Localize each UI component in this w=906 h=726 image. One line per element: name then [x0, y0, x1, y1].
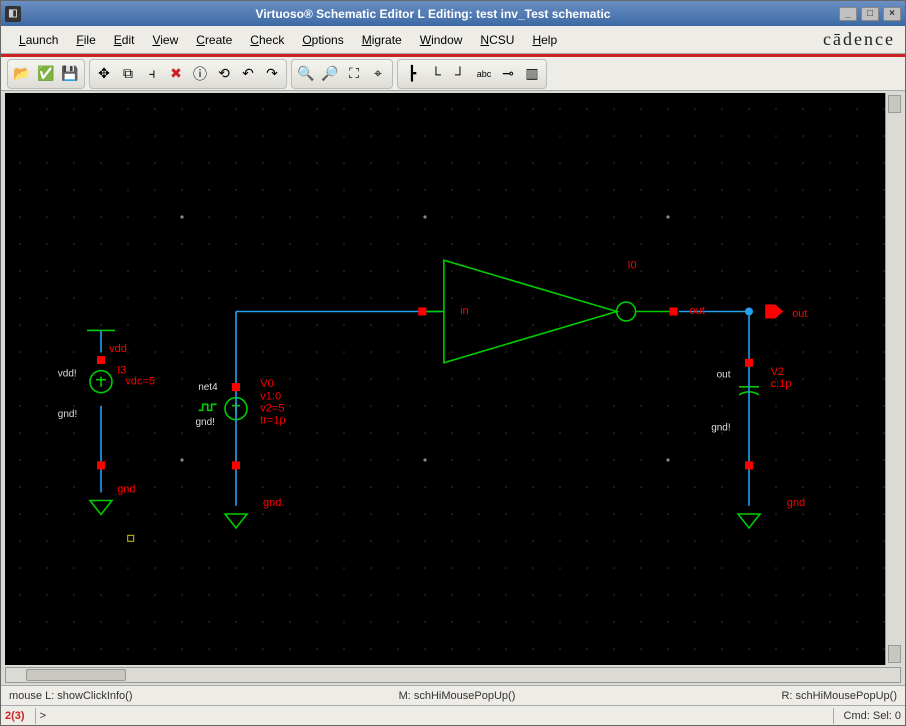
pin-button[interactable]: ⊸ — [496, 62, 520, 86]
menu-edit[interactable]: Edit — [106, 29, 143, 51]
schematic-canvas[interactable]: vddI3vdc=5gndV0v1:0v2=5tr=1pgnd.I0inouto… — [5, 93, 885, 665]
svg-text:out: out — [717, 370, 731, 381]
toolbar-group-create: ┣└┘abc⊸▥ — [397, 59, 547, 89]
zoom-sel-button[interactable]: ⌖ — [366, 62, 390, 86]
svg-text:gnd.: gnd. — [263, 497, 284, 509]
label-button[interactable]: abc — [472, 62, 496, 86]
zoom-in-button[interactable]: 🔍 — [294, 62, 318, 86]
svg-text:gnd!: gnd! — [58, 409, 77, 420]
menu-help[interactable]: Help — [524, 29, 565, 51]
status-left: mouse L: showClickInfo() — [5, 690, 137, 702]
svg-text:V2: V2 — [771, 366, 784, 378]
svg-text:I0: I0 — [628, 259, 637, 271]
app-icon: ◧ — [5, 6, 21, 22]
svg-text:vdd!: vdd! — [58, 368, 77, 379]
horizontal-scrollbar[interactable] — [5, 667, 901, 683]
net1-button[interactable]: ┣ — [400, 62, 424, 86]
fit-button[interactable]: ⛶ — [342, 62, 366, 86]
wire-l-button[interactable]: └ — [424, 62, 448, 86]
svg-text:out: out — [792, 308, 807, 320]
toolbar-group-edit: ✥⧉⫞✖ⓘ⟲↶↷ — [89, 59, 287, 89]
rotate-button[interactable]: ⟲ — [212, 62, 236, 86]
toolbar-group-file: 📂✅💾 — [7, 59, 85, 89]
menu-view[interactable]: View — [144, 29, 186, 51]
prop-button[interactable]: ▥ — [520, 62, 544, 86]
menu-ncsu[interactable]: NCSU — [472, 29, 522, 51]
menu-options[interactable]: Options — [294, 29, 351, 51]
svg-text:v1:0: v1:0 — [260, 390, 281, 402]
menu-file[interactable]: File — [68, 29, 103, 51]
menu-migrate[interactable]: Migrate — [354, 29, 410, 51]
svg-text:vdd: vdd — [109, 343, 127, 355]
redo-button[interactable]: ↷ — [260, 62, 284, 86]
status-selection: Cmd: Sel: 0 — [838, 710, 901, 722]
stretch-button[interactable]: ⫞ — [140, 62, 164, 86]
close-button[interactable]: × — [883, 7, 901, 21]
move-button[interactable]: ✥ — [92, 62, 116, 86]
status-mid: M: schHiMousePopUp() — [137, 690, 778, 702]
info-button[interactable]: ⓘ — [188, 62, 212, 86]
status-bar-cmd: 2(3) > Cmd: Sel: 0 — [1, 705, 905, 725]
save-button[interactable]: 💾 — [58, 62, 82, 86]
svg-text:tr=1p: tr=1p — [260, 415, 285, 427]
wire-r-button[interactable]: ┘ — [448, 62, 472, 86]
command-prompt[interactable]: > — [40, 710, 829, 722]
status-bar-mouse: mouse L: showClickInfo() M: schHiMousePo… — [1, 685, 905, 705]
svg-text:v2=5: v2=5 — [260, 402, 284, 414]
svg-text:c:1p: c:1p — [771, 378, 792, 390]
svg-text:gnd: gnd — [787, 497, 805, 509]
titlebar[interactable]: ◧ Virtuoso® Schematic Editor L Editing: … — [1, 1, 905, 26]
menu-launch[interactable]: Launch — [11, 29, 66, 51]
open-button[interactable]: 📂 — [10, 62, 34, 86]
svg-text:net4: net4 — [198, 382, 218, 393]
svg-text:V0: V0 — [260, 378, 273, 390]
maximize-button[interactable]: □ — [861, 7, 879, 21]
brand-logo: cādence — [823, 29, 895, 50]
menu-create[interactable]: Create — [188, 29, 240, 51]
menu-window[interactable]: Window — [412, 29, 471, 51]
error-count[interactable]: 2(3) — [5, 710, 31, 722]
menubar: LaunchFileEditViewCreateCheckOptionsMigr… — [1, 26, 905, 54]
minimize-button[interactable]: _ — [839, 7, 857, 21]
svg-text:vdc=5: vdc=5 — [125, 375, 155, 387]
svg-text:gnd!: gnd! — [711, 422, 730, 433]
delete-button[interactable]: ✖ — [164, 62, 188, 86]
svg-text:out: out — [690, 305, 705, 317]
zoom-out-button[interactable]: 🔎 — [318, 62, 342, 86]
svg-text:in: in — [460, 305, 469, 317]
check-button[interactable]: ✅ — [34, 62, 58, 86]
copy-button[interactable]: ⧉ — [116, 62, 140, 86]
toolbar-group-view: 🔍🔎⛶⌖ — [291, 59, 393, 89]
window-title: Virtuoso® Schematic Editor L Editing: te… — [27, 7, 839, 21]
status-right: R: schHiMousePopUp() — [777, 690, 901, 702]
vertical-scrollbar[interactable] — [885, 93, 903, 665]
menu-check[interactable]: Check — [242, 29, 292, 51]
svg-text:gnd: gnd — [117, 483, 135, 495]
undo-button[interactable]: ↶ — [236, 62, 260, 86]
svg-text:gnd!: gnd! — [196, 417, 215, 428]
toolbar: 📂✅💾 ✥⧉⫞✖ⓘ⟲↶↷ 🔍🔎⛶⌖ ┣└┘abc⊸▥ — [1, 57, 905, 91]
